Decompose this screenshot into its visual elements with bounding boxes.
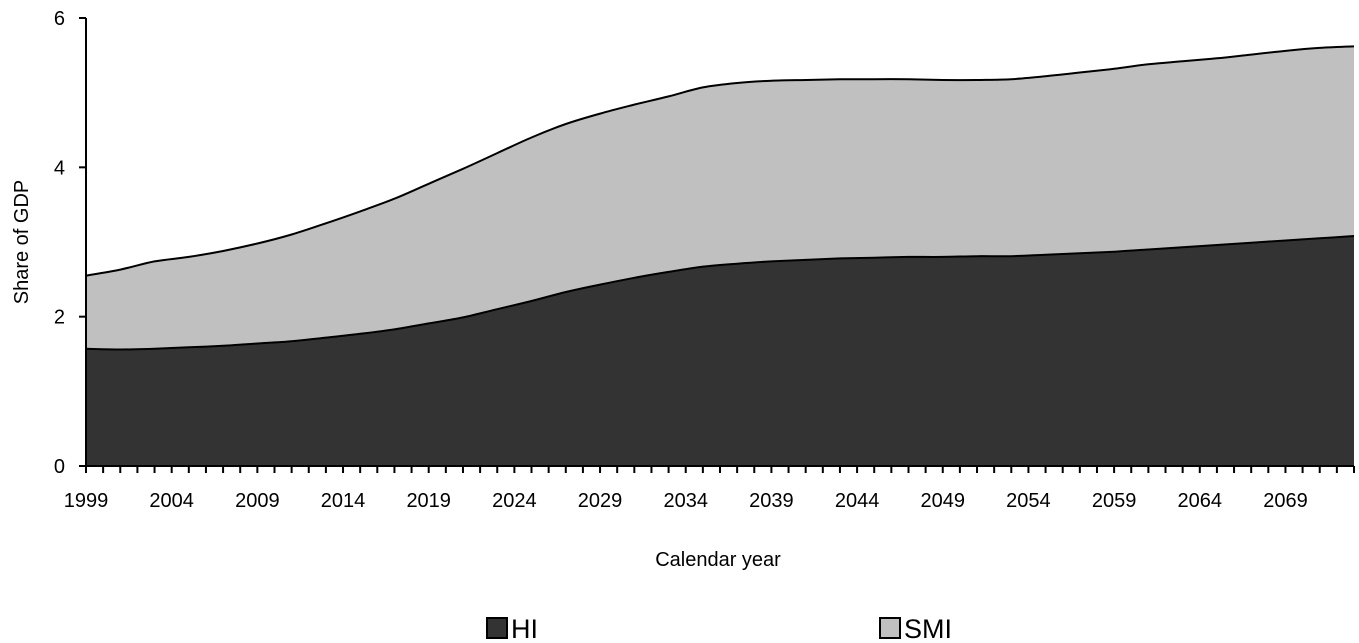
legend-swatch <box>879 617 901 639</box>
legend: HI SMI <box>486 614 952 643</box>
x-tick-label: 2009 <box>235 490 280 512</box>
legend-swatch <box>486 617 508 639</box>
x-tick-label: 2019 <box>406 490 451 512</box>
x-tick-label: 2064 <box>1178 490 1223 512</box>
x-tick-label: 2029 <box>578 490 623 512</box>
area-series-hi <box>86 236 1354 466</box>
x-tick-label: 2044 <box>835 490 880 512</box>
area-series-smi <box>86 46 1354 350</box>
x-tick-label: 2054 <box>1006 490 1051 512</box>
x-tick-label: 2004 <box>149 490 194 512</box>
axes <box>79 17 1355 473</box>
x-tick-label: 2049 <box>921 490 966 512</box>
series-line-hi <box>85 235 1355 351</box>
x-tick-label: 2039 <box>749 490 794 512</box>
area-layers <box>85 45 1355 466</box>
legend-item-smi: SMI <box>879 614 952 643</box>
y-tick-label: 6 <box>54 8 65 30</box>
x-tick-labels: 1999 2004 2009 2014 2019 2024 2029 2034 2039 2044… <box>64 490 1308 512</box>
y-tick-labels: 0 2 4 6 <box>54 8 65 478</box>
y-tick-label: 2 <box>54 307 65 329</box>
x-tick-label: 1999 <box>64 490 109 512</box>
legend-label: SMI <box>904 614 952 643</box>
x-tick-label: 2059 <box>1092 490 1137 512</box>
series-line-smi <box>85 45 1355 277</box>
y-tick-label: 0 <box>54 456 65 478</box>
legend-label: HI <box>511 614 538 643</box>
x-axis-title: Calendar year <box>655 549 781 571</box>
y-axis-title: Share of GDP <box>11 180 33 305</box>
x-tick-label: 2069 <box>1263 490 1308 512</box>
x-tick-label: 2034 <box>663 490 708 512</box>
x-tick-label: 2014 <box>321 490 366 512</box>
x-tick-label: 2024 <box>492 490 537 512</box>
y-tick-label: 4 <box>54 157 65 179</box>
legend-item-hi: HI <box>486 614 538 643</box>
